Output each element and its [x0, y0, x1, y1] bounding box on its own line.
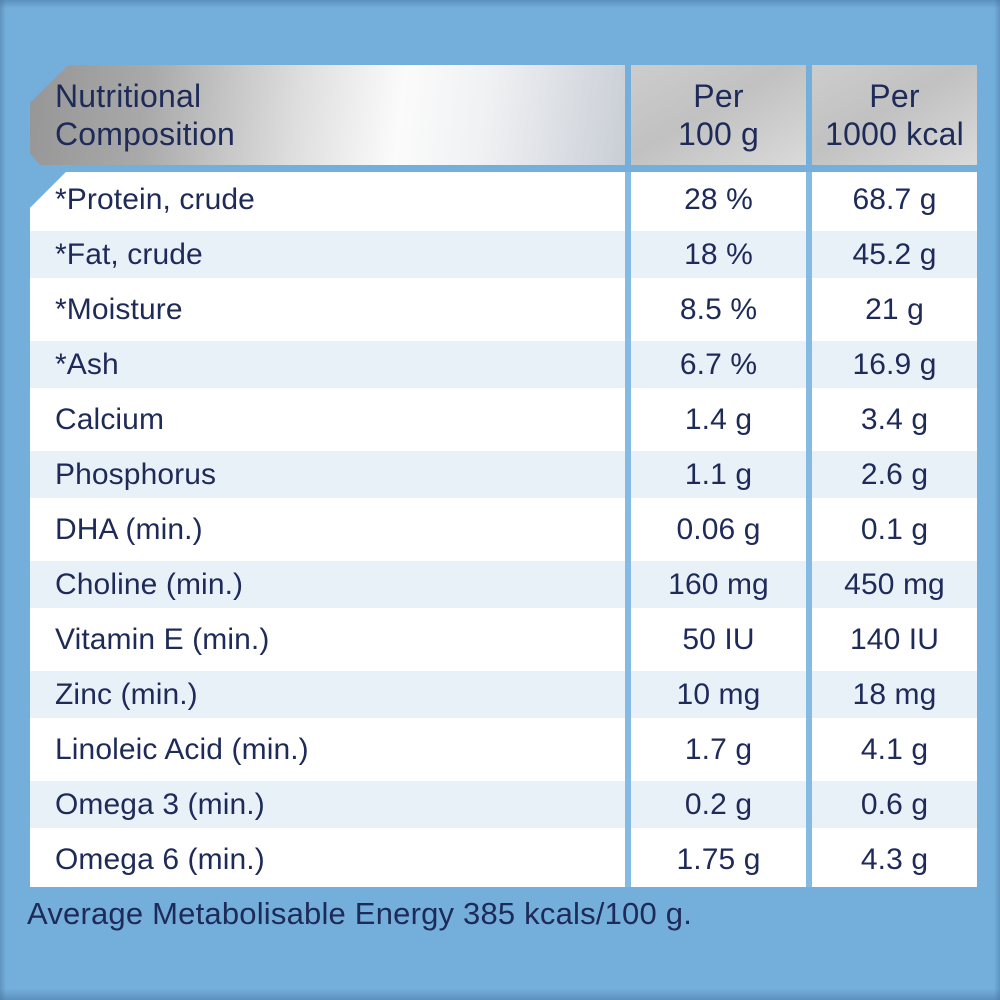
- table-row: Phosphorus 1.1 g 2.6 g: [30, 447, 977, 502]
- column-divider-2: [806, 172, 812, 887]
- value-per-100g: 160 mg: [668, 567, 769, 601]
- metabolisable-energy-note: Average Metabolisable Energy 385 kcals/1…: [27, 896, 693, 931]
- value-per-100g: 0.06 g: [676, 512, 761, 546]
- value-per-100g: 1.7 g: [684, 732, 753, 766]
- value-per-100g: 18 %: [684, 237, 753, 271]
- value-per-1000kcal: 0.1 g: [860, 512, 929, 546]
- value-per-1000kcal: 21 g: [865, 292, 924, 326]
- table-row: Zinc (min.) 10 mg 18 mg: [30, 667, 977, 722]
- value-per-100g: 1.75 g: [676, 842, 761, 876]
- header-cell-per-100g: Per 100 g: [631, 65, 806, 165]
- nutrient-label: *Fat, crude: [55, 237, 203, 271]
- nutrient-label: Calcium: [55, 402, 165, 436]
- header-cell-title: Nutritional Composition: [30, 65, 625, 165]
- value-per-100g: 6.7 %: [679, 347, 758, 381]
- header-cell-per-1000kcal: Per 1000 kcal: [812, 65, 977, 165]
- value-per-1000kcal: 140 IU: [850, 622, 939, 656]
- table-row: *Moisture 8.5 % 21 g: [30, 282, 977, 337]
- value-per-1000kcal: 3.4 g: [860, 402, 929, 436]
- value-per-100g: 50 IU: [682, 622, 755, 656]
- nutrient-label: Vitamin E (min.): [55, 622, 270, 656]
- table-rows: *Protein, crude 28 % 68.7 g *Fat, crude …: [30, 172, 977, 887]
- table-row: *Protein, crude 28 % 68.7 g: [30, 172, 977, 227]
- page-edge-shading-left: [0, 0, 6, 1000]
- nutrition-table: *Protein, crude 28 % 68.7 g *Fat, crude …: [30, 172, 977, 887]
- nutrient-label: Omega 3 (min.): [55, 787, 265, 821]
- value-per-100g: 8.5 %: [679, 292, 758, 326]
- table-row: Omega 6 (min.) 1.75 g 4.3 g: [30, 832, 977, 887]
- table-row: Calcium 1.4 g 3.4 g: [30, 392, 977, 447]
- nutrient-label: Linoleic Acid (min.): [55, 732, 309, 766]
- table-row: Vitamin E (min.) 50 IU 140 IU: [30, 612, 977, 667]
- value-per-100g: 28 %: [684, 182, 753, 216]
- value-per-100g: 0.2 g: [684, 787, 753, 821]
- nutrient-label: *Ash: [55, 347, 119, 381]
- value-per-100g: 1.1 g: [684, 457, 753, 491]
- table-row: *Fat, crude 18 % 45.2 g: [30, 227, 977, 282]
- nutrient-label: *Protein, crude: [55, 182, 255, 216]
- page-edge-shading-right: [994, 0, 1000, 1000]
- table-header: Nutritional Composition Per 100 g Per 10…: [30, 65, 977, 165]
- column-divider-1: [625, 172, 631, 887]
- table-row: *Ash 6.7 % 16.9 g: [30, 337, 977, 392]
- nutrient-label: Omega 6 (min.): [55, 842, 265, 876]
- nutrient-label: DHA (min.): [55, 512, 203, 546]
- nutrient-label: Phosphorus: [55, 457, 217, 491]
- value-per-1000kcal: 0.6 g: [860, 787, 929, 821]
- table-title: Nutritional Composition: [55, 78, 236, 152]
- nutrient-label: Choline (min.): [55, 567, 244, 601]
- nutrient-label: Zinc (min.): [55, 677, 198, 711]
- page-edge-shading-top: [0, 0, 1000, 8]
- value-per-100g: 1.4 g: [684, 402, 753, 436]
- value-per-1000kcal: 16.9 g: [852, 347, 937, 381]
- value-per-1000kcal: 450 mg: [844, 567, 945, 601]
- value-per-1000kcal: 45.2 g: [852, 237, 937, 271]
- page-edge-shading-bottom: [0, 989, 1000, 1000]
- value-per-1000kcal: 4.3 g: [860, 842, 929, 876]
- value-per-100g: 10 mg: [676, 677, 761, 711]
- value-per-1000kcal: 2.6 g: [860, 457, 929, 491]
- column-header-per-100g: Per 100 g: [677, 78, 760, 152]
- value-per-1000kcal: 4.1 g: [860, 732, 929, 766]
- table-row: Linoleic Acid (min.) 1.7 g 4.1 g: [30, 722, 977, 777]
- table-row: Choline (min.) 160 mg 450 mg: [30, 557, 977, 612]
- nutrient-label: *Moisture: [55, 292, 183, 326]
- value-per-1000kcal: 68.7 g: [852, 182, 937, 216]
- column-header-per-1000kcal: Per 1000 kcal: [825, 78, 964, 152]
- value-per-1000kcal: 18 mg: [852, 677, 937, 711]
- table-row: DHA (min.) 0.06 g 0.1 g: [30, 502, 977, 557]
- table-row: Omega 3 (min.) 0.2 g 0.6 g: [30, 777, 977, 832]
